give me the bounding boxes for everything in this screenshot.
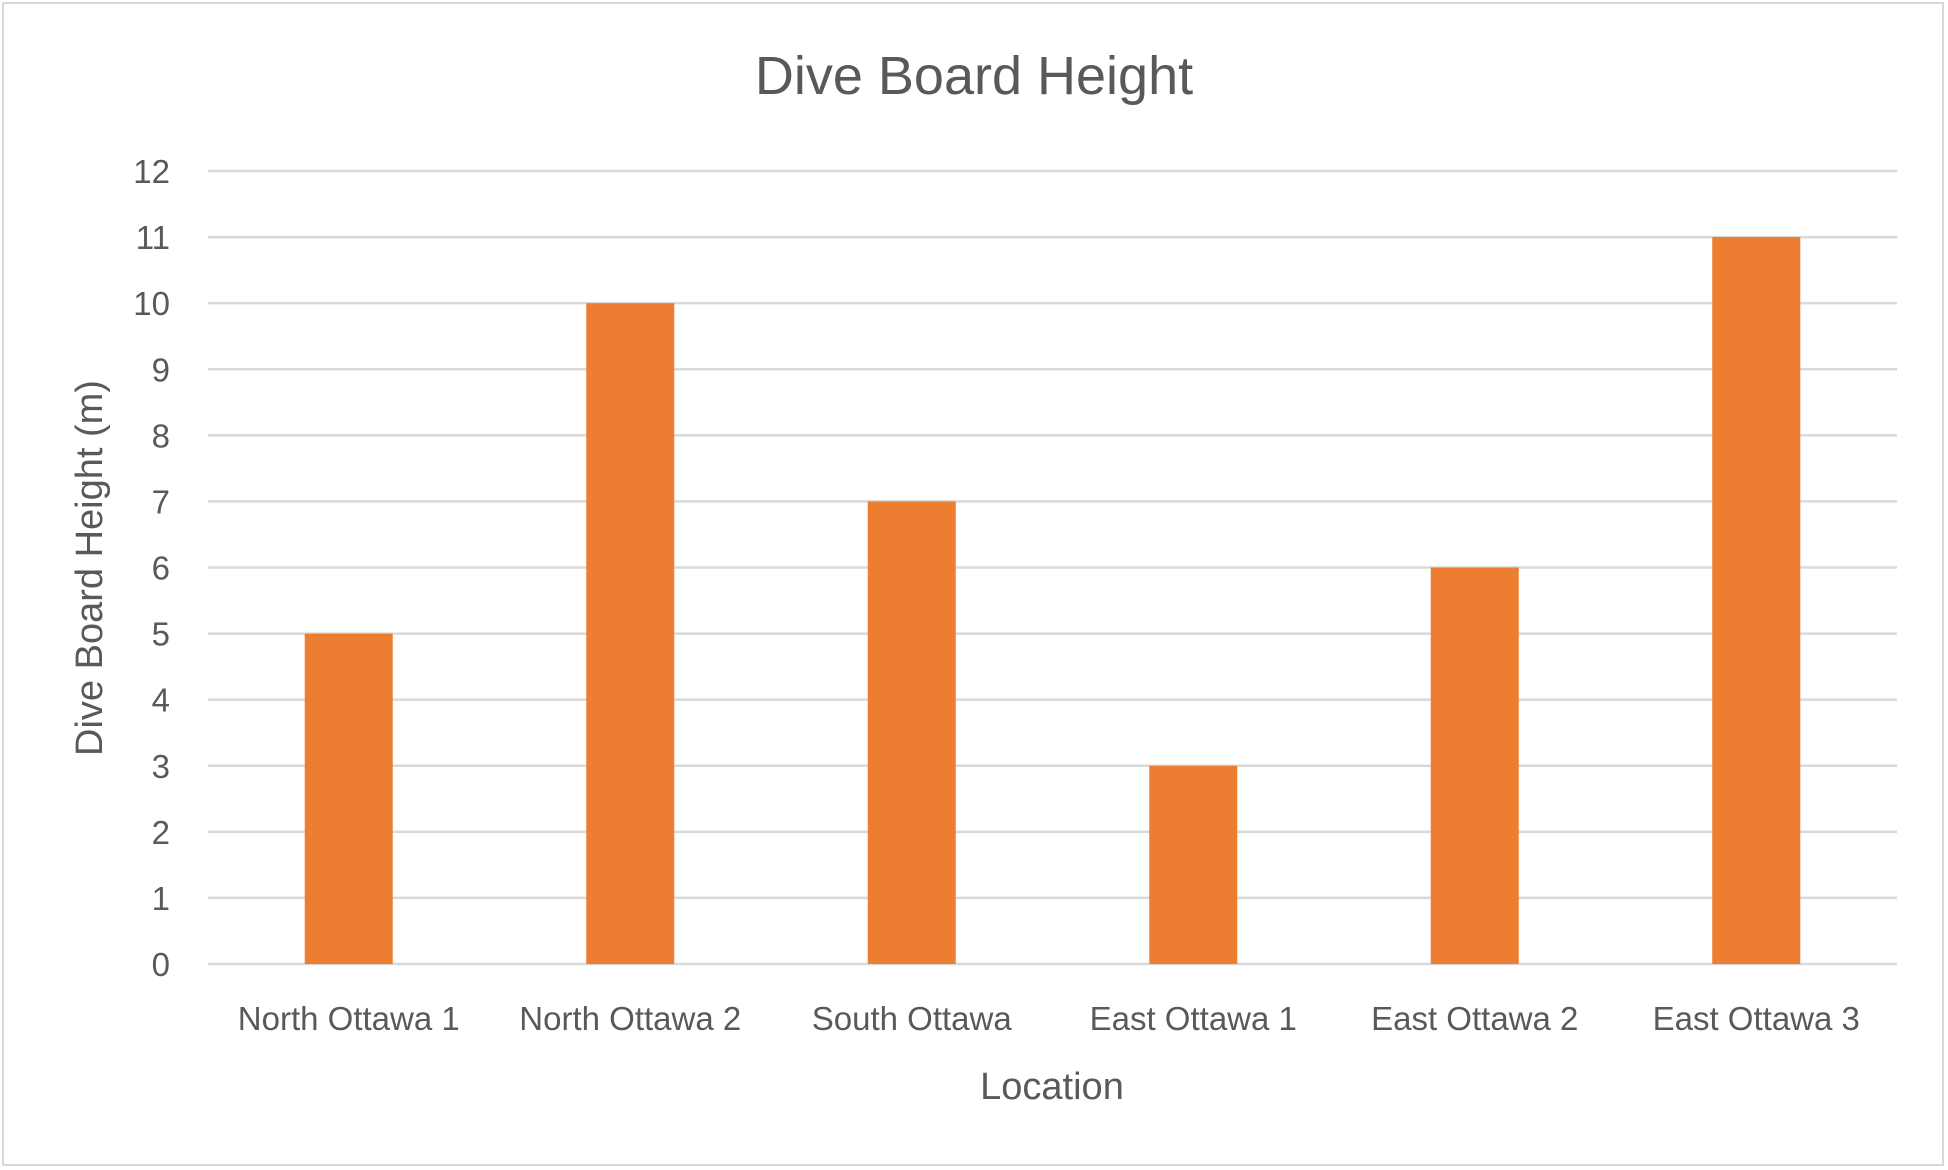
y-tick-label: 2: [152, 814, 170, 851]
y-tick-label: 8: [152, 417, 170, 454]
y-tick-label: 11: [136, 219, 170, 256]
x-tick-label: East Ottawa 3: [1653, 1000, 1860, 1037]
x-tick-label: East Ottawa 2: [1371, 1000, 1578, 1037]
x-axis-ticks: North Ottawa 1 North Ottawa 2 South Ottawa…: [238, 1000, 1860, 1037]
gridlines: [208, 169, 1897, 966]
y-tick-label: 10: [133, 285, 170, 322]
y-axis-title: Dive Board Height (m): [69, 380, 111, 756]
bar-east-ottawa-2: [1430, 567, 1519, 964]
chart-title: Dive Board Height: [755, 46, 1193, 106]
y-tick-label: 12: [133, 153, 170, 190]
x-tick-label: East Ottawa 1: [1090, 1000, 1297, 1037]
y-tick-label: 9: [152, 351, 170, 388]
y-tick-label: 0: [152, 946, 170, 983]
bar-north-ottawa-1: [304, 633, 393, 964]
y-tick-label: 4: [152, 682, 170, 719]
y-tick-label: 5: [152, 616, 170, 653]
bar-east-ottawa-3: [1712, 237, 1801, 965]
y-tick-label: 6: [152, 550, 170, 587]
y-tick-label: 3: [152, 748, 170, 785]
y-tick-label: 7: [152, 483, 170, 520]
bar-east-ottawa-1: [1149, 765, 1238, 964]
y-tick-label: 1: [152, 880, 170, 917]
bar-north-ottawa-2: [586, 303, 675, 965]
bar-south-ottawa: [867, 501, 956, 964]
x-tick-label: North Ottawa 2: [519, 1000, 741, 1037]
x-tick-label: North Ottawa 1: [238, 1000, 460, 1037]
x-tick-label: South Ottawa: [812, 1000, 1013, 1037]
bars: [304, 237, 1801, 965]
x-axis-title: Location: [980, 1066, 1124, 1108]
